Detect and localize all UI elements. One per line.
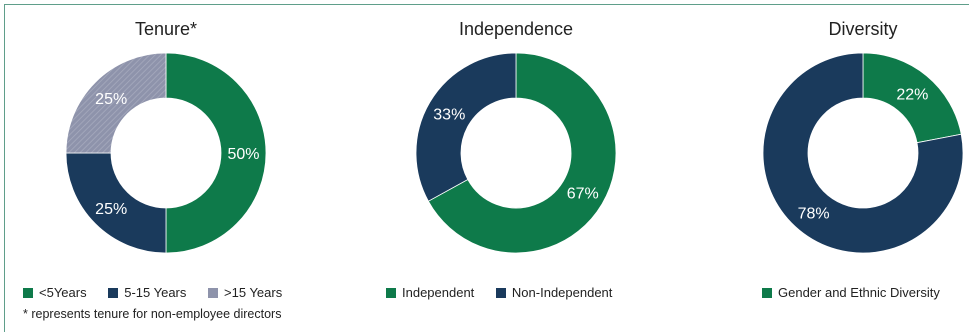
legend-label: 5-15 Years bbox=[124, 285, 187, 300]
legend-item-lt5-years: <5Years bbox=[23, 285, 87, 300]
legend-label: >15 Years bbox=[224, 285, 283, 300]
chart-frame: Tenure* 50% 25% 25% <5Years 5-15 Years >15… bbox=[4, 4, 969, 332]
legend-label: <5Years bbox=[39, 285, 87, 300]
donut-slice-non-independent bbox=[415, 52, 517, 202]
legend-swatch-gray bbox=[208, 287, 219, 298]
diversity-donut: 22% 78% bbox=[762, 52, 964, 254]
donut-slice-5-15-years bbox=[65, 152, 167, 254]
tenure-donut: 50% 25% 25% bbox=[65, 52, 267, 254]
legend-label: Independent bbox=[402, 285, 475, 300]
diversity-title: Diversity bbox=[828, 19, 898, 39]
donut-slice-independent bbox=[427, 52, 617, 254]
independence-title: Independence bbox=[458, 19, 574, 39]
legend-item-independent: Independent bbox=[386, 285, 474, 300]
data-label-gender-and-ethnic-diversity: 22% bbox=[896, 86, 928, 103]
donut-slice-5years bbox=[165, 52, 267, 254]
donut-slice-segment-1 bbox=[762, 52, 964, 254]
tenure-footnote: * represents tenure for non-employee dir… bbox=[23, 307, 282, 321]
legend-item-5-15-years: 5-15 Years bbox=[108, 285, 186, 300]
legend-item-gender-ethnic-diversity: Gender and Ethnic Diversity bbox=[762, 285, 940, 300]
legend-swatch-navy bbox=[108, 287, 119, 298]
legend-swatch-green bbox=[762, 287, 772, 298]
legend-label: Non-Independent bbox=[511, 285, 613, 300]
diversity-legend: Gender and Ethnic Diversity bbox=[762, 285, 958, 301]
independence-legend: Independent Non-Independent bbox=[386, 285, 630, 301]
legend-swatch-navy bbox=[495, 287, 506, 298]
donut-slice-15-years bbox=[65, 52, 167, 154]
tenure-title: Tenure* bbox=[134, 19, 198, 39]
data-label-non-independent: 33% bbox=[433, 107, 465, 124]
legend-item-non-independent: Non-Independent bbox=[495, 285, 613, 300]
legend-item-gt15-years: >15 Years bbox=[208, 285, 282, 300]
legend-label: Gender and Ethnic Diversity bbox=[778, 285, 940, 300]
data-label-5years: 50% bbox=[227, 146, 259, 163]
legend-swatch-green bbox=[23, 287, 33, 298]
data-label-segment-1: 78% bbox=[798, 206, 830, 223]
data-label-independent: 67% bbox=[567, 185, 599, 202]
tenure-legend: <5Years 5-15 Years >15 Years bbox=[23, 285, 300, 301]
legend-swatch-green bbox=[386, 287, 396, 298]
independence-donut: 67% 33% bbox=[415, 52, 617, 254]
data-label-5-15-years: 25% bbox=[95, 201, 127, 218]
data-label-15-years: 25% bbox=[95, 91, 127, 108]
